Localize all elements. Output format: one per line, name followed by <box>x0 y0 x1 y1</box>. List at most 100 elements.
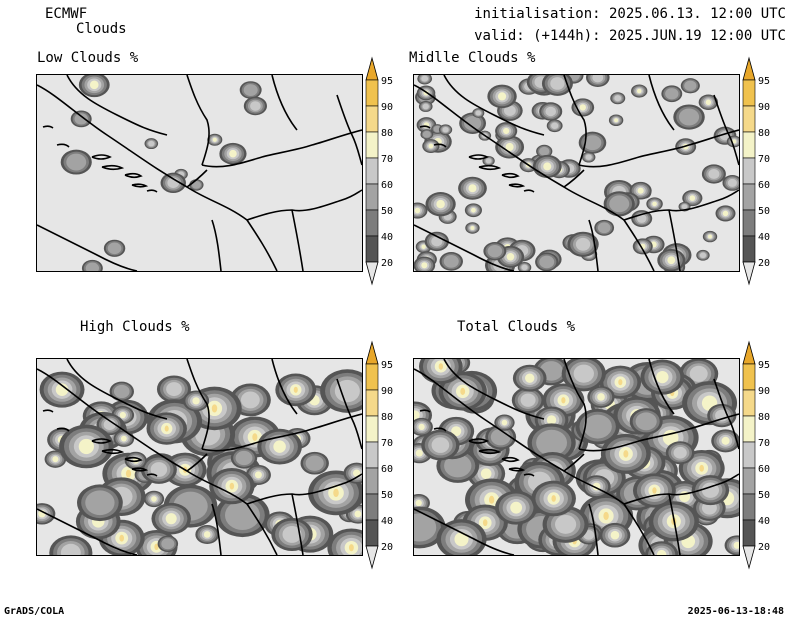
cloud-patches <box>414 359 739 555</box>
colorbar-tick-label: 40 <box>381 232 393 243</box>
cloud-patch <box>451 426 462 437</box>
cloud-patch <box>431 236 443 247</box>
colorbar-tick-label: 90 <box>758 386 770 397</box>
cloud-patch <box>732 139 737 144</box>
colorbar-segment <box>365 441 379 469</box>
cloud-patch <box>673 446 687 459</box>
colorbar-segment <box>365 157 379 185</box>
colorbar-tick-label: 50 <box>758 206 770 217</box>
cloud-patch <box>211 404 218 413</box>
valid-text: valid: (+144h): 2025.JUN.19 12:00 UTC <box>474 28 786 44</box>
border-line <box>578 413 739 452</box>
colorbar-tick-label: 95 <box>381 360 393 371</box>
cloud-patch <box>482 519 488 527</box>
cloud-patch <box>60 543 81 555</box>
cloud-patch <box>151 496 157 502</box>
cloud-patch <box>164 425 169 432</box>
colorbar-segment <box>742 389 756 417</box>
border-line <box>648 75 675 131</box>
cloud-patch <box>583 135 602 151</box>
cloud-patch <box>662 429 679 446</box>
island-outline <box>42 125 54 129</box>
cloud-patch <box>354 510 362 518</box>
island-outline <box>433 427 447 432</box>
cloud-patch <box>656 370 669 384</box>
footer-credit: GrADS/COLA <box>4 606 65 617</box>
cloud-patches <box>37 369 362 555</box>
cloud-patches <box>414 75 739 271</box>
cloud-patch <box>546 415 557 425</box>
cloud-patch <box>597 393 605 401</box>
border-line <box>336 378 362 450</box>
cloud-patch <box>282 525 302 543</box>
cloud-patch <box>597 222 611 234</box>
border-line <box>414 508 515 555</box>
cloud-patch <box>721 436 730 445</box>
border-line <box>186 453 208 472</box>
colorbar-segment <box>365 183 379 211</box>
cloud-patch <box>333 488 339 498</box>
colorbar-segment <box>742 209 756 237</box>
cloud-patch <box>689 365 708 382</box>
colorbar-tick-label: 20 <box>758 542 770 553</box>
colorbar-segment <box>742 415 756 443</box>
cloud-patch <box>421 244 426 249</box>
border-line <box>37 508 138 555</box>
map-panel-total-clouds <box>413 358 740 556</box>
cloud-patch <box>125 469 132 478</box>
cloud-patch <box>422 103 429 110</box>
cloud-patch <box>708 169 720 179</box>
border-line <box>623 189 739 221</box>
colorbar-segment <box>365 235 379 263</box>
cloud-patch <box>652 201 657 207</box>
colorbar-segment <box>365 79 379 107</box>
colorbar-segment <box>365 519 379 547</box>
cloud-patch <box>293 386 298 393</box>
colorbar-tick-label: 95 <box>758 360 770 371</box>
map-panel-low-clouds <box>36 74 363 272</box>
cloud-patch <box>334 379 360 403</box>
cloud-patch <box>55 383 69 396</box>
border-line <box>271 359 298 415</box>
cloud-patch <box>579 104 586 111</box>
island-outline <box>508 183 526 188</box>
colorbar-segment <box>742 105 756 133</box>
cloud-patch <box>485 158 492 164</box>
cloud-patch <box>609 195 630 213</box>
colorbar-segment <box>365 389 379 417</box>
cloud-patch <box>488 495 495 504</box>
island-outline <box>523 473 535 477</box>
panel-title-middle-clouds: Midlle Clouds % <box>409 50 536 66</box>
colorbar-segment <box>365 363 379 391</box>
cloud-patch <box>701 482 720 498</box>
cloud-patch <box>475 110 482 116</box>
cloud-patch <box>652 487 657 494</box>
border-line <box>186 169 208 188</box>
island-outline <box>131 183 149 188</box>
border-line <box>588 503 599 555</box>
cloud-patch <box>414 207 421 214</box>
island-outline <box>478 164 502 171</box>
cloud-patch <box>418 423 425 431</box>
colorbar-segment <box>365 131 379 159</box>
cloud-patch <box>699 252 707 259</box>
map-borders <box>414 75 739 271</box>
panel-title-low-clouds: Low Clouds % <box>37 50 139 66</box>
cloud-patch <box>273 440 286 453</box>
colorbar-tick-label: 70 <box>758 154 770 165</box>
border-line <box>414 368 655 555</box>
colorbar-tick-label: 60 <box>758 464 770 475</box>
cloud-patch <box>243 84 258 96</box>
cloud-patch <box>503 105 516 116</box>
island-outline <box>131 467 149 472</box>
cloud-patch <box>252 433 258 441</box>
cloud-patch <box>235 450 253 466</box>
cloud-patch <box>635 412 657 431</box>
island-outline <box>433 143 447 148</box>
border-line <box>414 84 655 271</box>
border-line <box>37 224 138 271</box>
cloud-patch <box>555 514 577 534</box>
cloud-patch <box>543 162 552 171</box>
colorbar-segment <box>742 519 756 547</box>
cloud-patch <box>614 118 619 123</box>
